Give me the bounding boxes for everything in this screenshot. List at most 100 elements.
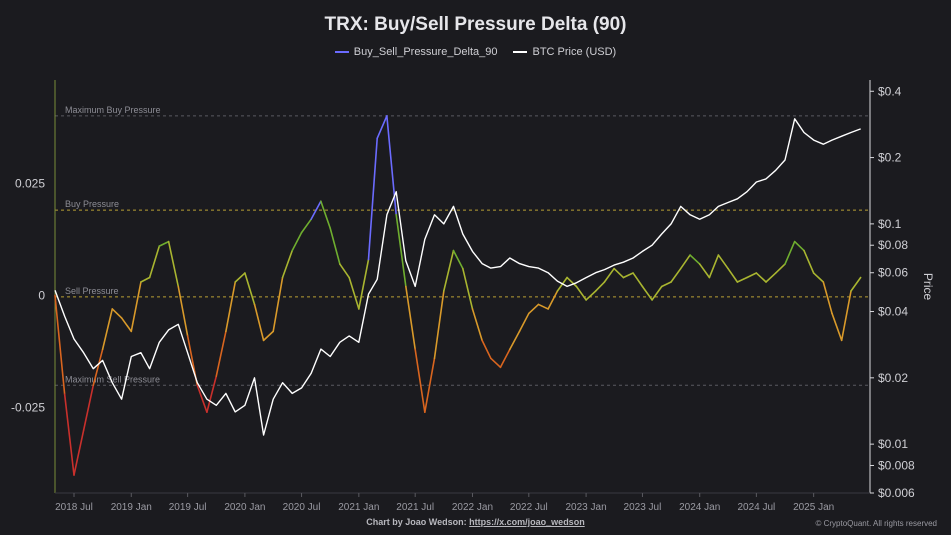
reference-label: Buy Pressure <box>65 199 119 209</box>
legend-label-price: BTC Price (USD) <box>532 46 617 58</box>
legend: Buy_Sell_Pressure_Delta_90 BTC Price (US… <box>0 46 951 58</box>
delta-series-segment <box>253 303 265 342</box>
delta-series-segment <box>140 276 151 283</box>
delta-series-segment <box>281 249 294 279</box>
delta-series-segment <box>736 276 748 283</box>
delta-series-segment <box>765 272 777 283</box>
delta-series-segment <box>632 272 644 288</box>
x-tick-label: 2021 Jan <box>338 502 379 513</box>
delta-series-segment <box>92 348 104 387</box>
delta-series-segment <box>822 281 833 315</box>
delta-series-segment <box>471 308 483 342</box>
delta-series-segment <box>177 285 189 337</box>
price-series-line <box>54 118 861 436</box>
credit-prefix: Chart by Joao Wedson: <box>366 517 467 527</box>
delta-series-segment <box>518 312 530 333</box>
delta-series-segment <box>148 245 161 279</box>
y-right-tick-label: $0.2 <box>878 151 902 165</box>
delta-series-segment <box>509 330 521 351</box>
delta-series-segment <box>244 272 256 306</box>
legend-swatch-delta <box>334 51 349 53</box>
x-tick-label: 2023 Jul <box>624 502 662 513</box>
delta-series-segment <box>803 249 815 274</box>
chart-title: TRX: Buy/Sell Pressure Delta (90) <box>324 14 627 35</box>
delta-series-segment <box>405 285 416 351</box>
delta-series-segment <box>310 200 322 220</box>
x-tick-label: 2022 Jul <box>510 502 548 513</box>
delta-series-segment <box>225 281 237 333</box>
delta-series-segment <box>613 267 625 279</box>
delta-series-segment <box>424 357 436 413</box>
delta-series-segment <box>433 290 445 360</box>
delta-series-segment <box>481 339 492 360</box>
delta-series-segment <box>443 249 455 292</box>
delta-series-segment <box>840 290 852 342</box>
y-left-tick-label: 0 <box>38 288 45 302</box>
delta-series-segment <box>386 115 397 216</box>
delta-series-segment <box>63 393 75 476</box>
credit-link[interactable]: https://x.com/joao_wedson <box>469 517 585 527</box>
y-left-tick-label: 0.025 <box>15 176 45 190</box>
y-right-tick-label: $0.08 <box>878 238 908 252</box>
delta-series-segment <box>320 200 331 229</box>
delta-series-segment <box>784 240 796 265</box>
delta-series-segment <box>594 281 606 292</box>
delta-series-segment <box>376 115 388 140</box>
delta-series-segment <box>717 254 729 270</box>
delta-series-segment <box>566 276 578 288</box>
delta-series-segment <box>414 348 426 413</box>
delta-series-segment <box>54 294 66 396</box>
delta-series-segment <box>452 249 464 270</box>
y-right-tick-label: $0.02 <box>878 371 908 385</box>
delta-series-segment <box>528 303 540 315</box>
y-right-tick-label: $0.006 <box>878 486 915 500</box>
y-right-tick-label: $0.06 <box>878 266 908 280</box>
legend-item-delta[interactable]: Buy_Sell_Pressure_Delta_90 <box>334 46 498 58</box>
x-tick-label: 2019 Jul <box>169 502 207 513</box>
legend-swatch-price <box>513 51 528 53</box>
delta-series-segment <box>82 384 95 431</box>
delta-series-segment <box>73 429 85 476</box>
delta-series-segment <box>698 263 711 279</box>
delta-series-segment <box>660 281 672 288</box>
legend-item-price[interactable]: BTC Price (USD) <box>513 46 616 58</box>
x-tick-label: 2020 Jul <box>283 502 321 513</box>
delta-series-segment <box>603 267 615 283</box>
delta-series-segment <box>262 330 275 342</box>
delta-series-segment <box>547 290 559 310</box>
y-right-tick-label: $0.1 <box>878 217 902 231</box>
legend-label-delta: Buy_Sell_Pressure_Delta_90 <box>353 46 498 58</box>
x-tick-label: 2020 Jan <box>224 502 265 513</box>
delta-series-segment <box>339 263 350 279</box>
delta-series-segment <box>158 240 170 247</box>
reference-label: Sell Pressure <box>65 286 119 296</box>
delta-series-segment <box>774 263 786 274</box>
delta-series-segment <box>130 281 142 333</box>
x-tick-label: 2018 Jul <box>55 502 93 513</box>
delta-series-segment <box>196 384 208 413</box>
delta-series-segment <box>585 290 597 301</box>
copyright-text: © CryptoQuant. All rights reserved <box>815 519 938 528</box>
delta-series-segment <box>670 267 682 283</box>
y-right-tick-label: $0.008 <box>878 458 915 472</box>
delta-series-segment <box>746 272 758 279</box>
x-tick-label: 2021 Jul <box>396 502 434 513</box>
delta-series-segment <box>367 137 379 261</box>
reference-label: Maximum Buy Pressure <box>65 105 161 115</box>
y-right-tick-label: $0.4 <box>878 84 902 98</box>
delta-series-segment <box>329 227 341 265</box>
delta-series-segment <box>234 272 246 283</box>
delta-series-segment <box>499 348 511 369</box>
delta-series-segment <box>575 285 587 301</box>
delta-series-segment <box>272 276 284 333</box>
delta-series-segment <box>812 272 825 283</box>
delta-series-segment <box>206 375 218 413</box>
delta-series-segment <box>651 285 663 301</box>
delta-series-segment <box>462 267 474 310</box>
reference-label: Maximum Sell Pressure <box>65 374 160 384</box>
delta-series-segment <box>111 308 123 319</box>
delta-series-segment <box>490 357 502 369</box>
y-right-tick-label: $0.04 <box>878 305 908 319</box>
y-left-tick-label: -0.025 <box>11 401 45 415</box>
